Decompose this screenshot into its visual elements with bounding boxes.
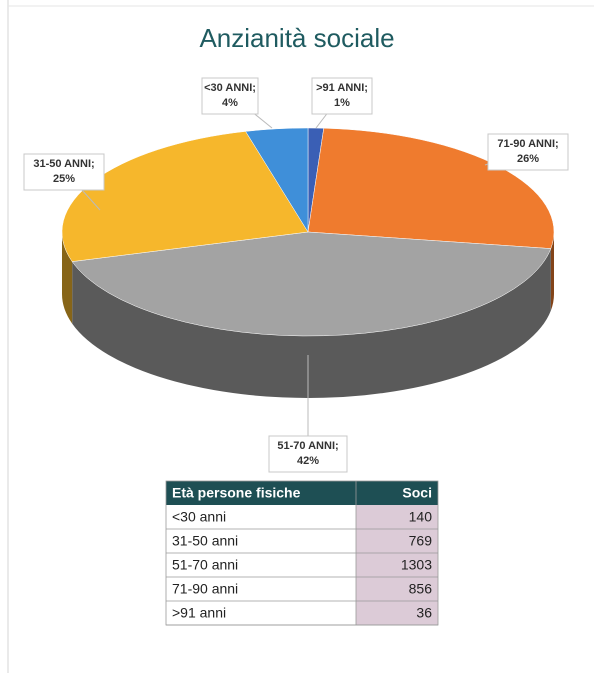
- label-value: 26%: [517, 153, 539, 165]
- pie-slice: [245, 127, 309, 233]
- labels: >91 ANNI; 1% 71-90 ANNI; 26% 51-70 ANNI; 42% 3…: [23, 77, 569, 473]
- pie-side: [72, 248, 551, 399]
- table: Età persone fisiche Soci <30 anni 140 31-50 …: [165, 480, 439, 626]
- header-cell: Soci: [402, 485, 432, 501]
- chart-title: Anzianità sociale: [199, 23, 394, 53]
- label-value: 25%: [53, 173, 75, 185]
- label-value: 1%: [334, 97, 350, 109]
- label-category: 51-70 ANNI;: [277, 440, 338, 452]
- table-cell: >91 anni: [172, 605, 226, 621]
- label-category: <30 ANNI;: [204, 82, 256, 94]
- table-cell: 1303: [401, 557, 432, 573]
- label-box: [311, 77, 373, 115]
- label-box: [201, 77, 259, 115]
- label-category: >91 ANNI;: [316, 82, 368, 94]
- table-cell: 769: [409, 533, 433, 549]
- table-header-bg: [166, 481, 438, 505]
- label-category: 31-50 ANNI;: [33, 158, 94, 170]
- label-value: 4%: [222, 97, 238, 109]
- pie-slice: [71, 231, 552, 337]
- table-cell: 31-50 anni: [172, 533, 238, 549]
- label-box: [268, 435, 348, 473]
- label-box: [23, 153, 105, 191]
- table-cell: 51-70 anni: [172, 557, 238, 573]
- label-category: 71-90 ANNI;: [497, 138, 558, 150]
- table-cell: 140: [409, 509, 433, 525]
- table-cell: <30 anni: [172, 509, 226, 525]
- pie: [61, 127, 555, 399]
- label-box: [487, 133, 569, 171]
- table-cell: 856: [409, 581, 433, 597]
- table-cell: 36: [416, 605, 432, 621]
- header-cell: Età persone fisiche: [172, 485, 301, 501]
- label-value: 42%: [297, 455, 319, 467]
- table-cell: 71-90 anni: [172, 581, 238, 597]
- pie-side: [550, 232, 554, 311]
- soci-column-bg: [356, 505, 438, 625]
- table-border: [165, 480, 439, 626]
- pie-side: [62, 232, 73, 324]
